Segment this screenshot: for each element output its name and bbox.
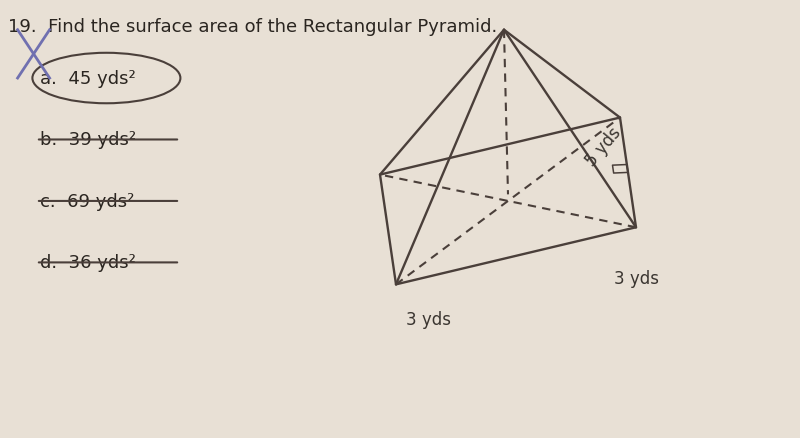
Text: a.  45 yds²: a. 45 yds² [40, 70, 136, 88]
Text: 5 yds: 5 yds [582, 124, 626, 170]
Text: b.  39 yds²: b. 39 yds² [40, 131, 136, 149]
Text: c.  69 yds²: c. 69 yds² [40, 192, 134, 211]
Text: d.  36 yds²: d. 36 yds² [40, 254, 136, 272]
Text: 3 yds: 3 yds [406, 311, 450, 329]
Text: 3 yds: 3 yds [614, 269, 658, 287]
Text: 19.  Find the surface area of the Rectangular Pyramid.: 19. Find the surface area of the Rectang… [8, 18, 498, 35]
